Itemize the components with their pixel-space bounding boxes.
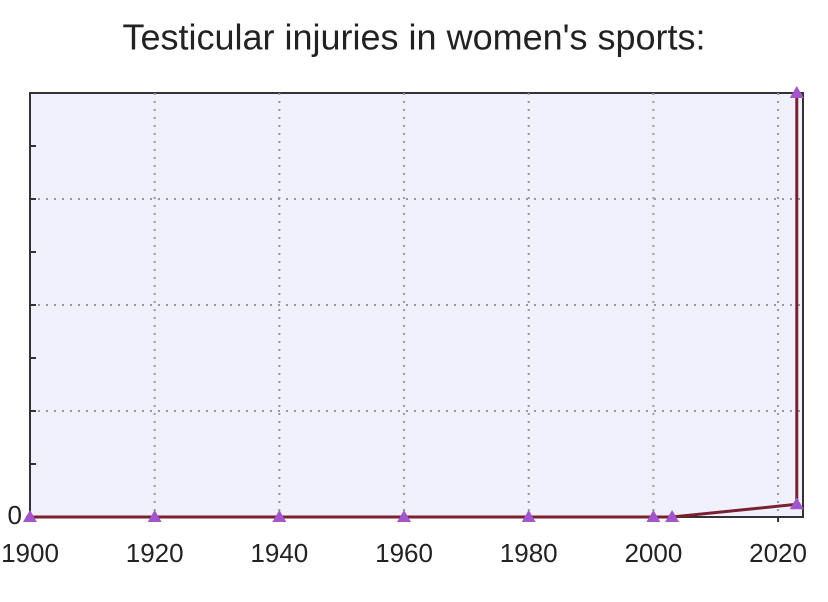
data-marker <box>272 510 287 522</box>
data-marker <box>521 510 536 522</box>
data-marker <box>147 510 162 522</box>
data-marker <box>646 510 661 522</box>
data-marker <box>665 510 680 522</box>
x-tick-label: 1900 <box>1 538 59 568</box>
y-tick-label: 0 <box>8 500 22 530</box>
x-tick-label: 1940 <box>250 538 308 568</box>
x-tick-label: 2000 <box>624 538 682 568</box>
chart-title: Testicular injuries in women's sports: <box>122 17 705 58</box>
data-marker <box>397 510 412 522</box>
x-tick-label: 1920 <box>126 538 184 568</box>
data-marker <box>789 86 804 98</box>
x-tick-label: 2020 <box>749 538 807 568</box>
data-marker <box>23 510 37 522</box>
x-tick-label: 1960 <box>375 538 433 568</box>
data-marker <box>789 497 804 510</box>
x-tick-label: 1980 <box>500 538 558 568</box>
